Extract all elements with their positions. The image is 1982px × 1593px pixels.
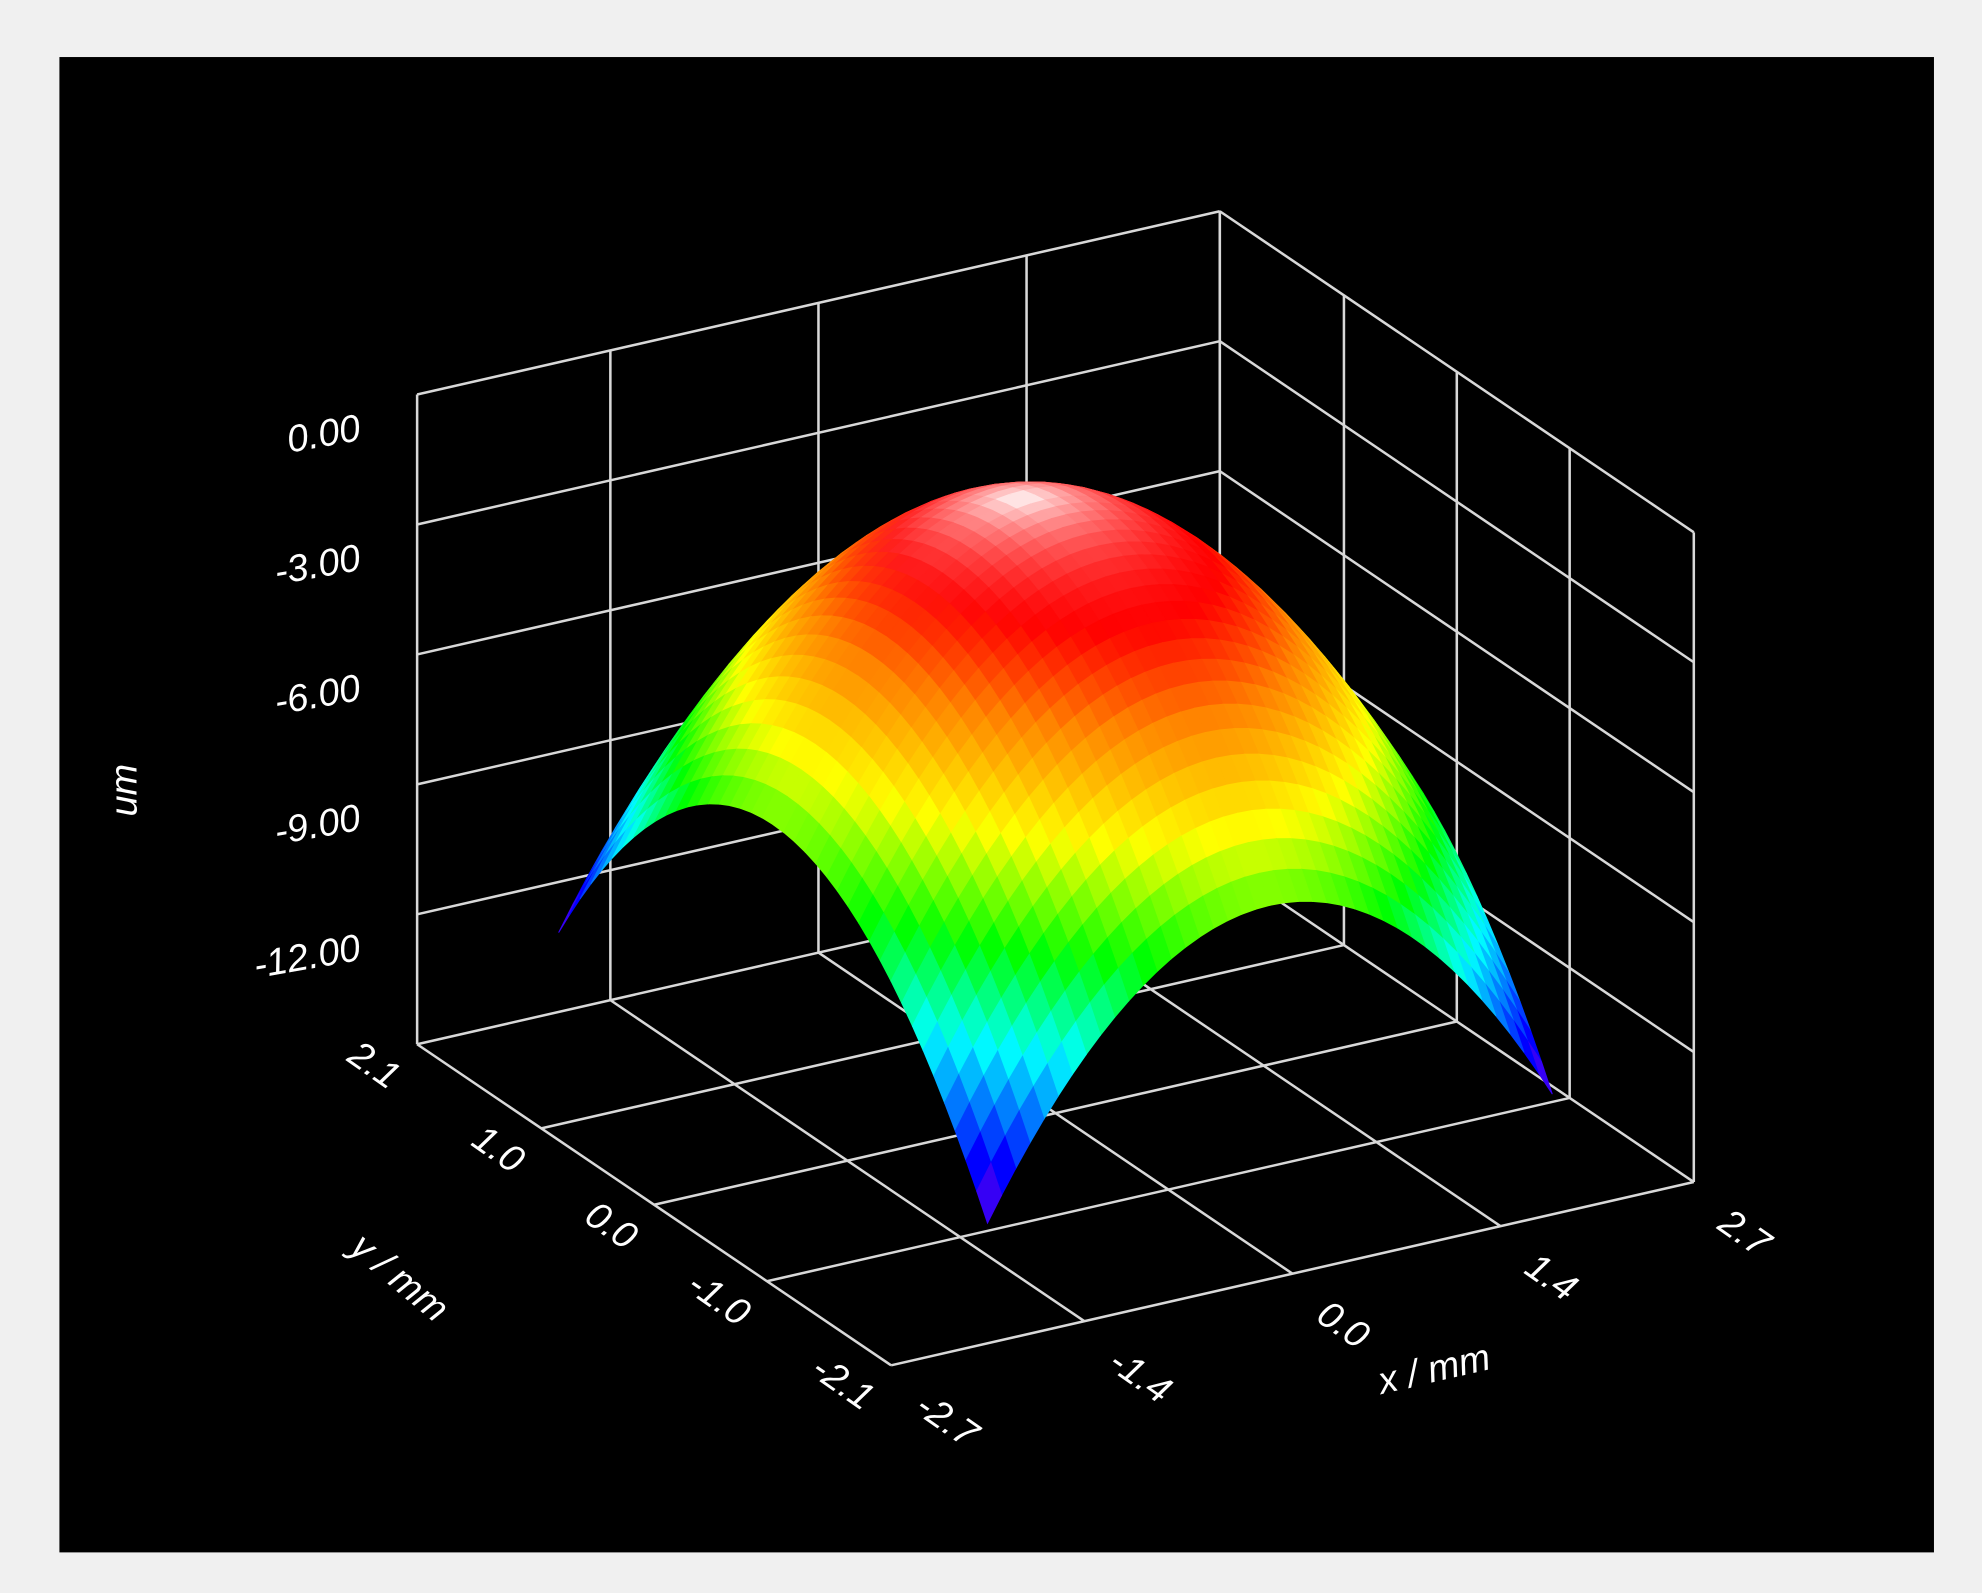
surface: [558, 481, 1553, 1225]
grid-line: [416, 210, 1221, 396]
grid-line: [653, 1020, 1458, 1207]
grid-line: [766, 1096, 1570, 1283]
grid-line: [1219, 470, 1695, 794]
grid-line: [890, 1180, 1695, 1367]
grid-line: [416, 339, 1221, 526]
surface-patch: [976, 1161, 1003, 1225]
z-axis-title: um: [103, 764, 145, 817]
grid-line: [1219, 340, 1695, 664]
grid-line: [1219, 210, 1695, 534]
